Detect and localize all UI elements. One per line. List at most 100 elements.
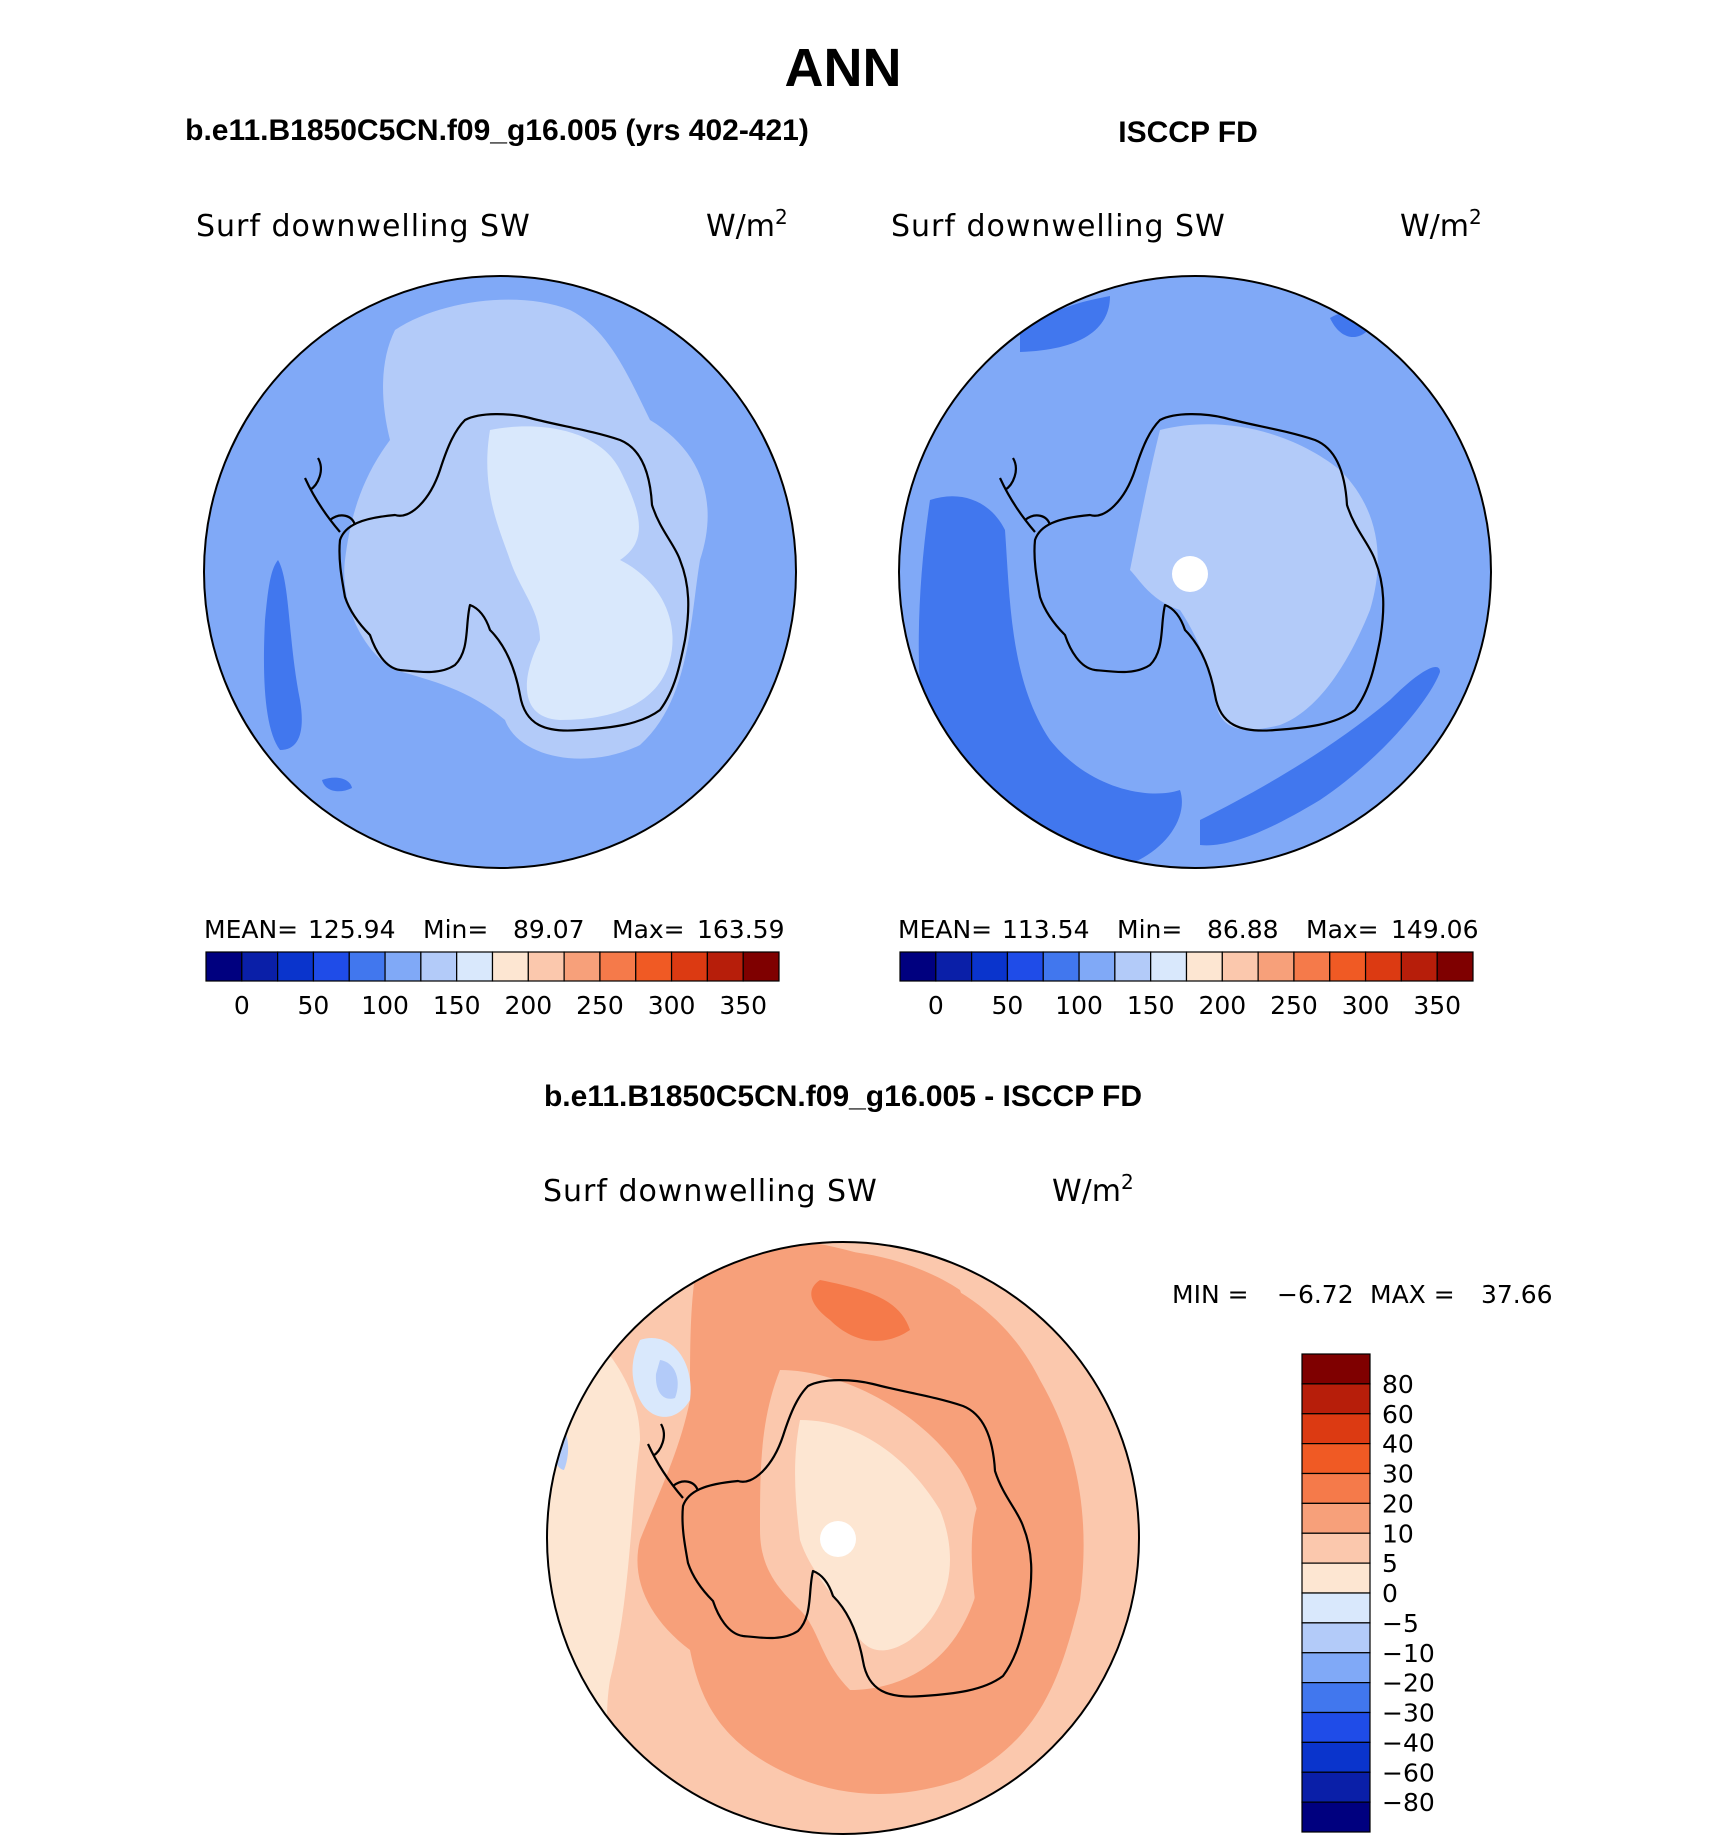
- units-exp-obs: 2: [1469, 205, 1482, 229]
- colorbar-model-tick-label: 250: [576, 991, 624, 1020]
- colorbar-obs-tick-label: 150: [1127, 991, 1175, 1020]
- stats-max-value-model: 163.59: [697, 915, 784, 944]
- colorbar-diff-tick-label: −10: [1382, 1639, 1435, 1668]
- colorbar-model-swatch: [205, 951, 243, 982]
- missing-data-pole-obs: [1172, 556, 1208, 592]
- colorbar-obs-tick-label: 50: [992, 991, 1024, 1020]
- variable-label-model: Surf downwelling SW: [196, 209, 531, 244]
- colorbar-diff-tick-label: −40: [1382, 1728, 1435, 1757]
- colorbar-model-swatch: [527, 951, 565, 982]
- main-title: ANN: [785, 38, 902, 98]
- colorbar-diff-swatch: [1301, 1592, 1371, 1624]
- contour-obs-75c: [1020, 296, 1110, 352]
- colorbar-obs-tick-label: 0: [928, 991, 944, 1020]
- contour-obs-75a: [918, 496, 1182, 868]
- contour-diff-20b: [700, 1247, 1020, 1422]
- colorbar-model-tick-label: 0: [234, 991, 250, 1020]
- colorbar-obs-swatch: [1221, 951, 1259, 982]
- panel-title-obs: ISCCP FD: [1118, 116, 1257, 149]
- colorbar-diff-swatch: [1301, 1353, 1371, 1385]
- units-label-model: W/m2: [706, 205, 788, 244]
- stats-model: MEAN= 125.94 Min= 89.07 Max= 163.59: [204, 915, 784, 944]
- units-label-obs: W/m2: [1400, 205, 1482, 244]
- colorbar-diff-tick-label: 20: [1382, 1489, 1414, 1518]
- colorbar-diff-swatch: [1301, 1532, 1371, 1564]
- contour-model-125b: [204, 448, 220, 480]
- colorbar-diff-tick-label: 40: [1382, 1430, 1414, 1459]
- units-exp-diff: 2: [1121, 1170, 1134, 1194]
- contour-diff-neg10b: [551, 1420, 569, 1470]
- colorbar-model-swatch: [491, 951, 529, 982]
- variable-label-obs: Surf downwelling SW: [891, 209, 1226, 244]
- colorbar-diff-tick-label: −30: [1382, 1699, 1435, 1728]
- colorbar-model-swatch: [742, 951, 780, 982]
- colorbar-obs-tick-label: 300: [1342, 991, 1390, 1020]
- colorbar-obs-tick-label: 250: [1270, 991, 1318, 1020]
- units-base-obs: W/m: [1400, 209, 1469, 244]
- stats-mean-label-obs: MEAN=: [898, 915, 992, 944]
- colorbar-model-swatch: [599, 951, 637, 982]
- colorbar-model-swatch: [277, 951, 315, 982]
- contour-diff-30: [811, 1280, 910, 1341]
- colorbar-model-swatch: [384, 951, 422, 982]
- colorbar-obs: 0 50 100 150 200 250 300 350: [899, 951, 1474, 1020]
- colorbar-obs-swatch: [899, 951, 937, 982]
- colorbar-model-tick-label: 350: [719, 991, 767, 1020]
- stats-min-value-diff: −6.72: [1277, 1280, 1354, 1309]
- coastline-diff: [646, 1379, 1033, 1698]
- map-model: [204, 276, 796, 868]
- variable-label-diff: Surf downwelling SW: [543, 1174, 878, 1209]
- panel-title-diff: b.e11.B1850C5CN.f09_g16.005 - ISCCP FD: [544, 1080, 1142, 1113]
- colorbar-model-swatch: [456, 951, 494, 982]
- colorbar-diff-tick-label: −20: [1382, 1669, 1435, 1698]
- panel-title-model: b.e11.B1850C5CN.f09_g16.005 (yrs 402-421…: [185, 114, 809, 147]
- stats-max-value-diff: 37.66: [1481, 1280, 1553, 1309]
- colorbar-model-swatch: [241, 951, 279, 982]
- contour-model-175: [487, 426, 673, 720]
- colorbar-diff-tick-label: 0: [1382, 1579, 1398, 1608]
- stats-obs: MEAN= 113.54 Min= 86.88 Max= 149.06: [898, 915, 1478, 944]
- colorbar-obs-swatch: [935, 951, 973, 982]
- colorbar-model: 0 50 100 150 200 250 300 350: [205, 951, 780, 1020]
- colorbar-obs-swatch: [971, 951, 1009, 982]
- stats-mean-label-model: MEAN=: [204, 915, 298, 944]
- colorbar-model-swatch: [635, 951, 673, 982]
- colorbar-diff-swatch: [1301, 1682, 1371, 1714]
- stats-max-label-model: Max=: [612, 915, 685, 944]
- stats-max-value-obs: 149.06: [1391, 915, 1478, 944]
- map-outline-model: [203, 275, 797, 869]
- colorbar-diff-tick-label: 60: [1382, 1400, 1414, 1429]
- contour-diff-5b: [795, 1420, 950, 1651]
- colorbar-obs-swatch: [1257, 951, 1295, 982]
- stats-min-value-model: 89.07: [513, 915, 585, 944]
- colorbar-obs-swatch: [1436, 951, 1474, 982]
- colorbar-diff-swatch: [1301, 1443, 1371, 1475]
- colorbar-model-swatch: [706, 951, 744, 982]
- stats-min-label-model: Min=: [423, 915, 488, 944]
- colorbar-model-tick-label: 50: [298, 991, 330, 1020]
- contour-obs-150: [1130, 424, 1378, 730]
- colorbar-diff-swatch: [1301, 1771, 1371, 1803]
- colorbar-obs-swatch: [1329, 951, 1367, 982]
- colorbar-obs-swatch: [1042, 951, 1080, 982]
- contour-diff-neg10: [655, 1360, 678, 1399]
- colorbar-diff-swatch: [1301, 1741, 1371, 1773]
- colorbar-diff-tick-label: 5: [1382, 1549, 1398, 1578]
- colorbar-model-tick-label: 100: [361, 991, 409, 1020]
- stats-min-label-diff: MIN =: [1172, 1280, 1249, 1309]
- colorbar-model-tick-label: 300: [648, 991, 696, 1020]
- colorbar-diff-swatch: [1301, 1652, 1371, 1684]
- colorbar-model-tick-label: 200: [504, 991, 552, 1020]
- colorbar-diff-swatch: [1301, 1801, 1371, 1833]
- colorbar-diff-swatch: [1301, 1622, 1371, 1654]
- colorbar-diff-tick-label: 30: [1382, 1460, 1414, 1489]
- colorbar-obs-swatch: [1006, 951, 1044, 982]
- stats-max-label-diff: MAX =: [1370, 1280, 1455, 1309]
- colorbar-diff-swatch: [1301, 1383, 1371, 1415]
- colorbar-diff-swatch: [1301, 1711, 1371, 1743]
- units-exp-model: 2: [775, 205, 788, 229]
- map-obs: [899, 276, 1491, 868]
- contour-diff-20c: [971, 1500, 1023, 1642]
- colorbar-diff-swatch: [1301, 1413, 1371, 1445]
